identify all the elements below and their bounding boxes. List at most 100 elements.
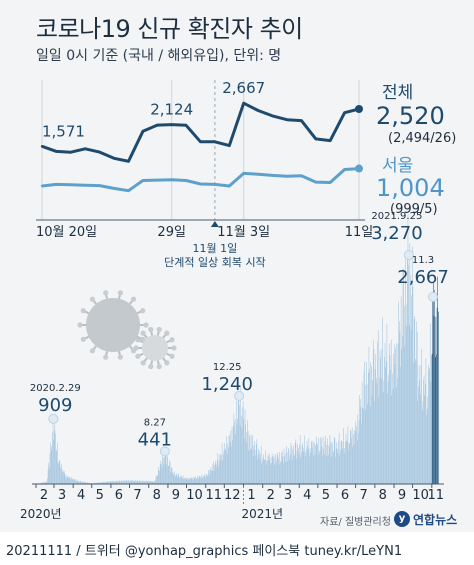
daily-bar xyxy=(363,408,364,484)
daily-bar xyxy=(418,386,419,484)
daily-bar xyxy=(226,436,227,484)
daily-bar xyxy=(358,432,359,484)
virus-spike-tip xyxy=(140,336,146,342)
latest-value-seoul: 1,004 xyxy=(376,174,445,202)
daily-bar xyxy=(187,479,189,484)
daily-bar xyxy=(392,389,394,484)
daily-bar xyxy=(431,355,432,484)
daily-bar xyxy=(410,329,412,484)
x-tick-label: 10 xyxy=(412,488,429,503)
daily-bar xyxy=(327,444,329,484)
daily-bar xyxy=(257,459,258,484)
latest-breakdown-total: (2,494/26) xyxy=(388,131,456,146)
daily-bar xyxy=(179,477,181,484)
daily-bar xyxy=(347,426,349,484)
daily-bar xyxy=(273,458,274,484)
daily-bar xyxy=(320,438,322,484)
daily-bar xyxy=(111,481,113,484)
daily-bar xyxy=(71,477,72,484)
daily-bar xyxy=(133,481,135,484)
daily-bar xyxy=(230,430,232,484)
daily-bar xyxy=(371,366,372,484)
data-point xyxy=(256,109,260,112)
x-tick-label: 8 xyxy=(379,488,387,503)
daily-bar xyxy=(138,481,140,484)
daily-bar xyxy=(148,481,150,484)
daily-bar xyxy=(326,455,328,484)
daily-bar xyxy=(174,471,175,484)
daily-bar xyxy=(386,323,388,484)
virus-spike-tip xyxy=(117,354,123,360)
daily-bar xyxy=(237,419,238,484)
daily-bar xyxy=(369,405,371,484)
daily-bar xyxy=(231,426,233,484)
data-point xyxy=(328,139,332,142)
daily-bar xyxy=(306,449,307,484)
daily-bar xyxy=(188,478,189,484)
daily-bar xyxy=(104,482,105,484)
daily-bar xyxy=(171,467,172,484)
data-point xyxy=(242,172,245,175)
daily-bar xyxy=(357,414,359,484)
daily-bar xyxy=(83,481,84,484)
daily-bar xyxy=(333,451,334,484)
daily-bar xyxy=(154,480,156,484)
daily-bar xyxy=(248,450,250,484)
daily-bar xyxy=(193,478,194,484)
daily-bar xyxy=(340,449,341,484)
daily-bar xyxy=(418,365,420,484)
daily-bar xyxy=(376,378,377,484)
daily-bar xyxy=(384,342,386,484)
chart-canvas: 1,571 2,124 2,667 전체2,520(2,494/26) 서울1,004(… xyxy=(20,79,456,521)
daily-bar xyxy=(98,482,100,484)
daily-bar xyxy=(356,426,357,484)
daily-bar xyxy=(309,455,310,484)
daily-bar xyxy=(345,433,347,484)
x-tick-label: 8 xyxy=(153,488,161,503)
daily-bar xyxy=(350,430,351,484)
daily-bar xyxy=(394,344,395,484)
daily-bar xyxy=(106,482,108,484)
daily-bar xyxy=(299,435,301,484)
daily-bar xyxy=(335,448,337,484)
daily-bar xyxy=(412,286,414,484)
daily-bar xyxy=(364,361,365,484)
daily-bar xyxy=(72,479,74,484)
daily-bar xyxy=(374,369,376,484)
x-tick-label: 4 xyxy=(303,488,311,503)
daily-bar xyxy=(169,460,170,484)
daily-bar xyxy=(148,480,149,484)
daily-bar xyxy=(252,455,254,484)
daily-bar xyxy=(66,478,67,484)
daily-bar xyxy=(262,457,264,484)
daily-bar xyxy=(172,472,173,484)
daily-bar xyxy=(434,290,435,484)
daily-bar xyxy=(223,450,225,484)
daily-bar xyxy=(283,448,285,484)
data-point xyxy=(98,150,101,154)
daily-bar xyxy=(286,446,287,484)
daily-bar xyxy=(239,425,241,484)
daily-bar xyxy=(355,431,357,484)
daily-bar xyxy=(294,442,296,484)
daily-bar xyxy=(133,480,134,484)
daily-bar xyxy=(204,475,206,484)
daily-bar xyxy=(256,439,258,484)
daily-bar xyxy=(168,466,170,484)
daily-bar xyxy=(101,482,103,484)
daily-bar xyxy=(301,445,303,484)
daily-bar xyxy=(279,451,281,484)
peak-value-label: 441 xyxy=(138,429,172,450)
daily-bar xyxy=(62,472,63,484)
daily-bar xyxy=(164,456,165,484)
daily-bar xyxy=(423,375,425,484)
daily-bar xyxy=(211,470,213,484)
daily-bar xyxy=(408,265,409,484)
daily-bar xyxy=(411,295,412,484)
data-point xyxy=(84,184,87,187)
daily-bar xyxy=(266,460,268,484)
daily-bar xyxy=(370,362,372,484)
daily-bar xyxy=(105,482,106,484)
daily-bar xyxy=(267,460,268,484)
daily-bar xyxy=(330,441,331,484)
